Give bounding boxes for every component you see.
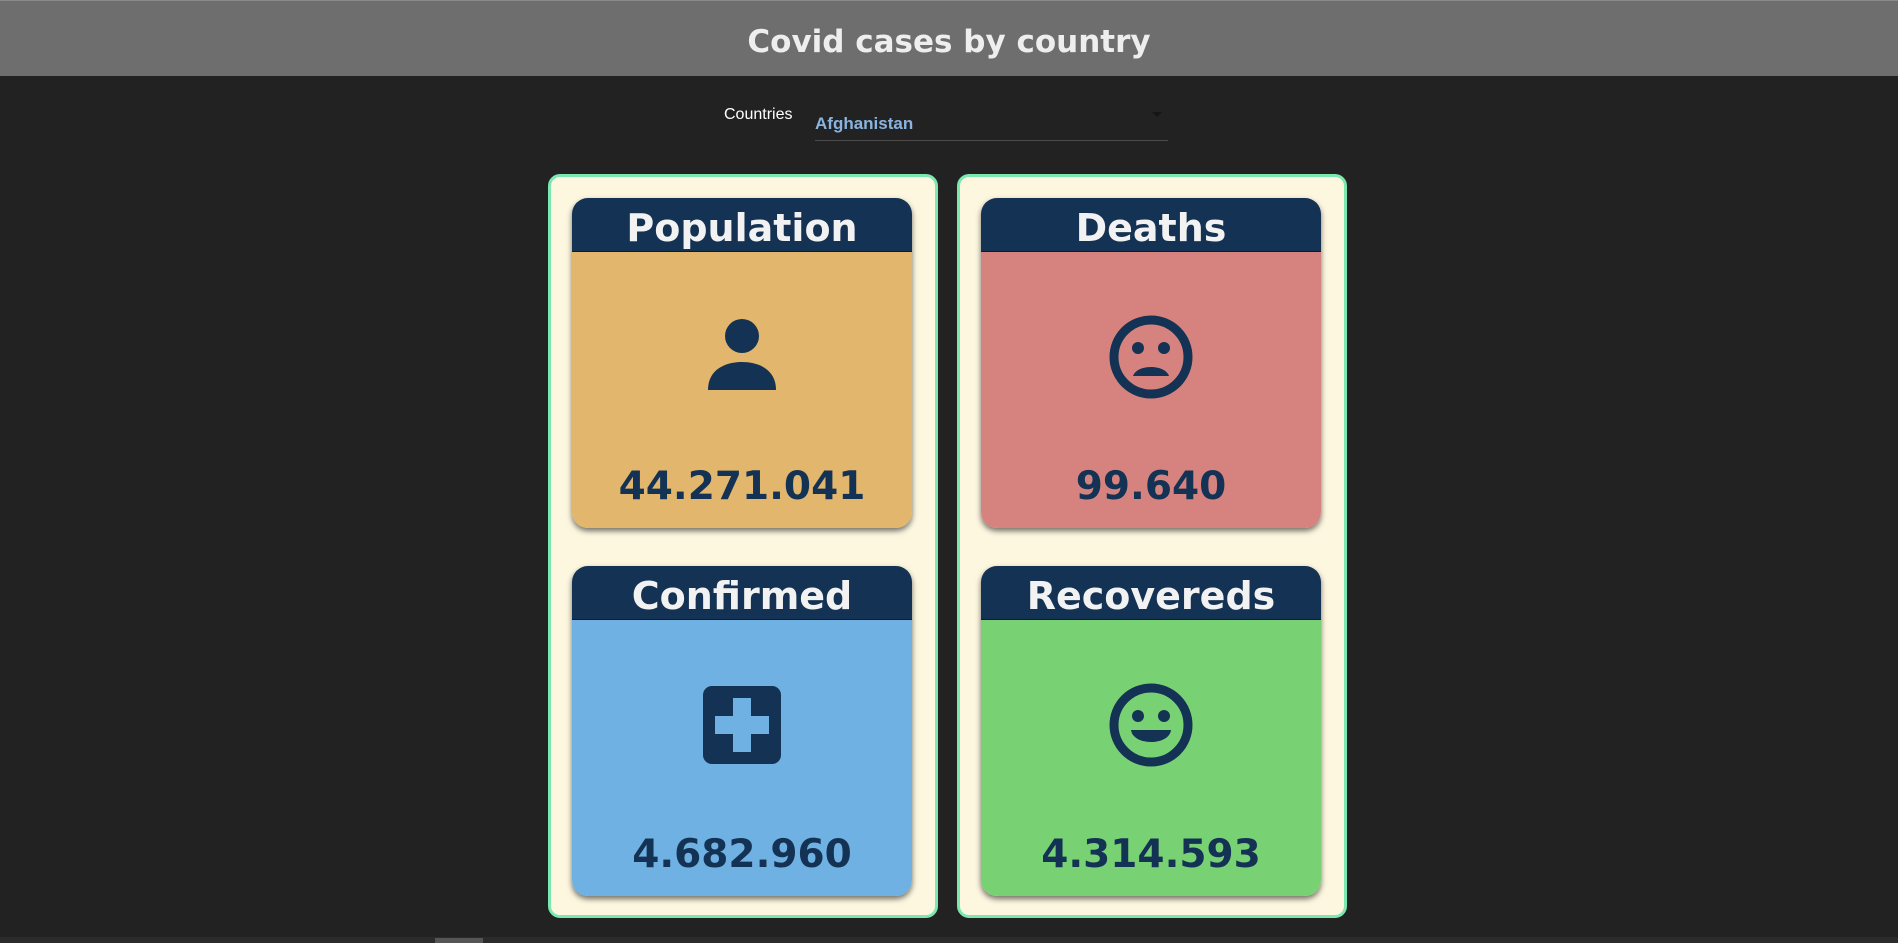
person-icon: [708, 319, 776, 390]
country-filter: Countries Afghanistan: [724, 100, 1168, 144]
recovereds-body: 4.314.593: [981, 620, 1321, 896]
country-select[interactable]: Afghanistan: [815, 100, 1168, 141]
horizontal-scrollbar[interactable]: [0, 937, 1898, 943]
chevron-down-icon: [1152, 112, 1162, 117]
right-panel: Deaths 99.640 Recovereds 4.314.593: [957, 174, 1347, 918]
sad-face-icon: [1109, 315, 1193, 399]
confirmed-value: 4.682.960: [632, 832, 852, 877]
deaths-value: 99.640: [1075, 464, 1227, 509]
medical-cross-icon: [703, 686, 781, 764]
deaths-title: Deaths: [981, 198, 1321, 252]
selected-country: Afghanistan: [815, 114, 914, 133]
recovereds-value: 4.314.593: [1041, 832, 1261, 877]
population-card: Population 44.271.041: [572, 198, 912, 528]
population-value: 44.271.041: [618, 464, 866, 509]
deaths-body: 99.640: [981, 252, 1321, 528]
recovereds-title: Recovereds: [981, 566, 1321, 620]
recovereds-card: Recovereds 4.314.593: [981, 566, 1321, 896]
left-panel: Population 44.271.041 Confirmed 4.682.96…: [548, 174, 938, 918]
confirmed-title: Confirmed: [572, 566, 912, 620]
app-header: Covid cases by country: [0, 0, 1898, 76]
smile-face-icon: [1109, 683, 1193, 767]
page-title: Covid cases by country: [747, 23, 1151, 60]
population-title: Population: [572, 198, 912, 252]
scrollbar-thumb[interactable]: [435, 938, 483, 943]
confirmed-card: Confirmed 4.682.960: [572, 566, 912, 896]
confirmed-body: 4.682.960: [572, 620, 912, 896]
deaths-card: Deaths 99.640: [981, 198, 1321, 528]
countries-label: Countries: [724, 106, 793, 123]
population-body: 44.271.041: [572, 252, 912, 528]
